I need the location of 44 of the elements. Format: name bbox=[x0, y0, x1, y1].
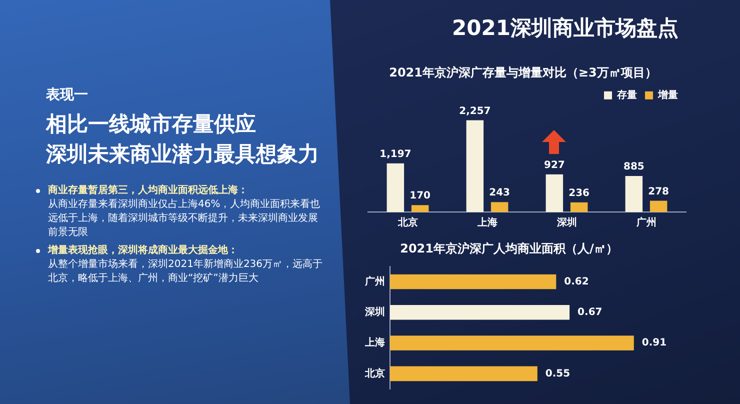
y-tick-label: 上海 bbox=[364, 336, 385, 349]
bar bbox=[390, 336, 634, 350]
bar bbox=[625, 176, 643, 212]
text: 从商业存量来看深圳商业仅占上海46%，人均商业面积来看也远低于上海，随着深圳城市等级不断提升，未来深圳商业发展前景无限 bbox=[48, 198, 322, 240]
bar bbox=[390, 366, 538, 382]
data-label: 278 bbox=[648, 186, 670, 198]
text: 增量表现抢眼，深圳将成商业最大掘金地： bbox=[48, 244, 239, 258]
text: 从整个增量市场来看，深圳2021年新增商业236万㎡，远高于北京，略低于上海、广州，商业“挖矿”潜力巨大 bbox=[48, 258, 324, 286]
data-label: 243 bbox=[489, 188, 510, 199]
data-label: 2,257 bbox=[459, 106, 491, 117]
bar bbox=[411, 205, 429, 212]
x-tick-label: 上海 bbox=[476, 216, 498, 229]
chart-title: 2021年京沪深广存量与增量对比（≥3万㎡项目） bbox=[389, 65, 657, 80]
text: 相比一线城市存量供应 bbox=[46, 111, 256, 138]
bar bbox=[490, 202, 508, 212]
data-label: 0.91 bbox=[642, 338, 667, 349]
bar bbox=[546, 174, 564, 212]
text: 深圳未来商业潜力最具想象力 bbox=[46, 141, 319, 168]
bar bbox=[466, 120, 484, 212]
bar bbox=[570, 202, 588, 212]
bar bbox=[650, 200, 668, 212]
x-tick-label: 深圳 bbox=[556, 216, 577, 229]
data-label: 0.62 bbox=[564, 276, 589, 288]
data-label: 1,197 bbox=[380, 148, 412, 160]
bar bbox=[390, 274, 556, 290]
data-label: 236 bbox=[568, 188, 590, 200]
chart-title: 2021年京沪深广人均商业面积（人/㎡） bbox=[400, 241, 618, 256]
x-tick-label: 广州 bbox=[635, 216, 656, 229]
bar bbox=[386, 163, 404, 212]
text: 商业存量暂居第三，人均商业面积远低上海： bbox=[48, 184, 249, 198]
text: 表现一 bbox=[46, 86, 88, 104]
data-label: 927 bbox=[544, 160, 565, 171]
data-label: 170 bbox=[410, 190, 431, 202]
bar bbox=[390, 304, 570, 320]
legend-label: 增量 bbox=[657, 88, 678, 101]
data-label: 0.67 bbox=[578, 306, 602, 318]
data-label: 0.55 bbox=[545, 368, 570, 380]
y-tick-label: 北京 bbox=[364, 367, 385, 380]
y-tick-label: 广州 bbox=[364, 275, 385, 288]
legend-label: 存量 bbox=[616, 88, 637, 101]
data-label: 885 bbox=[623, 162, 644, 173]
x-tick-label: 北京 bbox=[396, 216, 418, 229]
y-tick-label: 深圳 bbox=[364, 306, 385, 318]
text: 2021深圳商业市场盘点 bbox=[452, 15, 678, 42]
